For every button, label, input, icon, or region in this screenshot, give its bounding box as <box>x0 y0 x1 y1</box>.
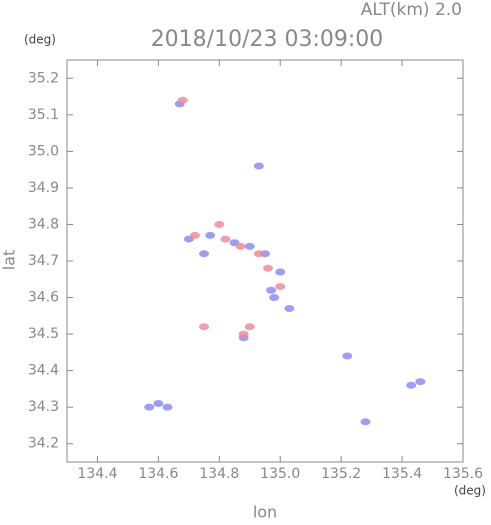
x-unit: (deg) <box>454 484 486 498</box>
y-tick-label: 35.1 <box>28 107 59 123</box>
y-tick-label: 34.2 <box>28 436 59 452</box>
x-tick-label: 135.2 <box>321 466 361 482</box>
x-tick-label: 134.6 <box>138 466 178 482</box>
x-tick-label: 135.6 <box>443 466 483 482</box>
echo-cell <box>360 418 371 426</box>
y-tick-label: 34.3 <box>28 399 59 415</box>
echo-cell <box>214 220 225 228</box>
echo-cell <box>220 235 231 243</box>
y-tick-label: 34.8 <box>28 216 59 232</box>
echo-cell <box>266 286 277 294</box>
echo-cell <box>189 231 200 239</box>
echo-cell <box>238 330 249 338</box>
x-axis-label: lon <box>253 503 277 522</box>
echo-cell <box>275 268 286 276</box>
echo-cell <box>253 162 264 170</box>
echo-cell <box>275 283 286 291</box>
echo-cell <box>199 250 210 258</box>
y-tick-label: 35.2 <box>28 70 59 86</box>
y-axis-label: lat <box>0 250 19 271</box>
echo-cell <box>153 400 164 408</box>
echo-cell <box>284 305 295 313</box>
echo-cell <box>263 264 274 272</box>
echo-cell <box>205 231 216 239</box>
y-tick-label: 34.4 <box>28 363 59 379</box>
echo-cell <box>244 323 255 331</box>
echo-cell <box>253 250 264 258</box>
x-tick-label: 134.4 <box>77 466 117 482</box>
plot-frame <box>66 59 464 463</box>
y-tick-label: 35.0 <box>28 143 59 159</box>
echo-cell <box>269 294 280 302</box>
echo-cell <box>244 242 255 250</box>
y-tick-label: 34.7 <box>28 253 59 269</box>
y-unit: (deg) <box>24 33 56 47</box>
altitude: ALT(km) 2.0 <box>361 0 462 20</box>
echo-cell <box>235 242 246 250</box>
echo-cell <box>162 403 173 411</box>
echo-cell <box>406 381 417 389</box>
echo-cell <box>342 352 353 360</box>
y-tick-label: 34.5 <box>28 326 59 342</box>
x-tick-label: 134.8 <box>199 466 239 482</box>
echo-cell <box>144 403 155 411</box>
x-tick-label: 135.0 <box>260 466 300 482</box>
echo-cell <box>177 96 188 104</box>
y-tick-label: 34.6 <box>28 290 59 306</box>
chart-title: 2018/10/23 03:09:00 <box>151 27 384 52</box>
echo-cell <box>415 378 426 386</box>
echo-cell <box>199 323 210 331</box>
x-tick-label: 135.4 <box>382 466 422 482</box>
y-tick-label: 34.9 <box>28 180 59 196</box>
